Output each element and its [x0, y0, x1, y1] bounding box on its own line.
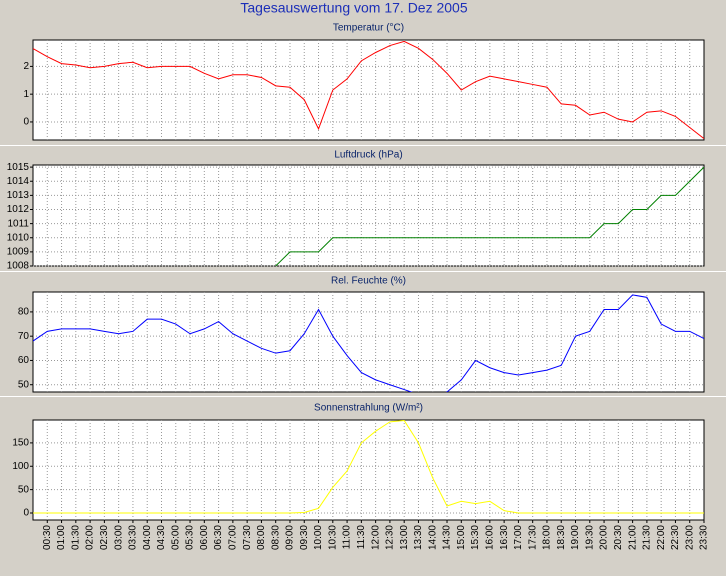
x-tick-label: 19:00: [570, 525, 581, 550]
panel-title: Rel. Feuchte (%): [331, 276, 406, 287]
x-tick-label: 09:30: [299, 525, 310, 550]
x-tick-label: 11:30: [356, 525, 367, 550]
x-tick-label: 07:30: [242, 525, 253, 550]
page-title: Tagesauswertung vom 17. Dez 2005: [240, 0, 467, 16]
plot-area: [32, 419, 705, 521]
x-tick-label: 04:30: [156, 525, 167, 550]
y-tick-label: 1008: [7, 261, 30, 272]
x-tick-label: 18:30: [556, 525, 567, 550]
x-tick-label: 22:30: [670, 525, 681, 550]
x-tick-label: 07:00: [228, 525, 239, 550]
y-tick-label: 50: [18, 484, 30, 495]
x-tick-label: 17:00: [513, 525, 524, 550]
y-tick-label: 0: [23, 117, 29, 128]
x-tick-label: 18:00: [542, 525, 553, 550]
y-tick-label: 1015: [7, 162, 30, 173]
plot-area: [32, 291, 705, 393]
x-tick-label: 03:00: [113, 525, 124, 550]
x-tick-label: 12:00: [370, 525, 381, 550]
x-tick-label: 13:30: [413, 525, 424, 550]
x-tick-label: 20:30: [613, 525, 624, 550]
y-tick-label: 1009: [7, 247, 30, 258]
x-tick-label: 23:00: [684, 525, 695, 550]
x-tick-label: 03:30: [128, 525, 139, 550]
x-tick-label: 13:00: [399, 525, 410, 550]
y-tick-label: 150: [12, 438, 29, 449]
plot-area: [32, 164, 705, 267]
x-tick-label: 22:00: [656, 525, 667, 550]
x-tick-label: 06:00: [199, 525, 210, 550]
y-tick-label: 1: [23, 89, 29, 100]
x-tick-label: 02:00: [85, 525, 96, 550]
x-tick-label: 06:30: [213, 525, 224, 550]
panel-title: Sonnenstrahlung (W/m²): [314, 403, 423, 414]
x-tick-label: 01:00: [56, 525, 67, 550]
x-tick-label: 16:00: [484, 525, 495, 550]
y-tick-label: 2: [23, 61, 29, 72]
x-tick-label: 16:30: [499, 525, 510, 550]
y-tick-label: 1014: [7, 176, 30, 187]
y-tick-label: 1013: [7, 190, 30, 201]
x-tick-label: 15:30: [470, 525, 481, 550]
x-tick-label: 01:30: [70, 525, 81, 550]
y-tick-label: 0: [23, 508, 29, 519]
data-line: [275, 166, 704, 266]
x-tick-label: 00:30: [42, 525, 53, 550]
x-tick-label: 19:30: [584, 525, 595, 550]
x-tick-label: 05:00: [170, 525, 181, 550]
x-tick-label: 11:00: [342, 525, 353, 550]
x-tick-label: 08:00: [256, 525, 267, 550]
x-tick-label: 08:30: [270, 525, 281, 550]
data-line: [33, 294, 704, 392]
x-tick-label: 10:30: [327, 525, 338, 550]
y-tick-label: 1012: [7, 204, 30, 215]
x-tick-label: 10:00: [313, 525, 324, 550]
x-tick-label: 17:30: [527, 525, 538, 550]
y-tick-label: 60: [18, 355, 30, 366]
y-tick-label: 1010: [7, 232, 30, 243]
y-tick-label: 1011: [7, 218, 29, 229]
x-tick-label: 04:00: [142, 525, 153, 550]
x-tick-label: 15:00: [456, 525, 467, 550]
y-tick-label: 70: [18, 331, 30, 342]
panel-title: Luftdruck (hPa): [334, 150, 402, 161]
y-tick-label: 80: [18, 307, 30, 318]
x-tick-label: 12:30: [385, 525, 396, 550]
y-tick-label: 100: [12, 461, 29, 472]
x-tick-label: 05:30: [185, 525, 196, 550]
data-line: [33, 420, 704, 514]
data-line: [33, 40, 704, 140]
x-tick-label: 09:00: [285, 525, 296, 550]
x-tick-label: 20:00: [599, 525, 610, 550]
x-tick-label: 14:00: [427, 525, 438, 550]
panel-title: Temperatur (°C): [333, 23, 404, 34]
y-tick-label: 50: [18, 379, 30, 390]
x-tick-label: 23:30: [699, 525, 710, 550]
x-tick-label: 02:30: [99, 525, 110, 550]
plot-area: [32, 39, 705, 141]
x-tick-label: 21:00: [627, 525, 638, 550]
x-tick-label: 14:30: [442, 525, 453, 550]
x-tick-label: 21:30: [642, 525, 653, 550]
